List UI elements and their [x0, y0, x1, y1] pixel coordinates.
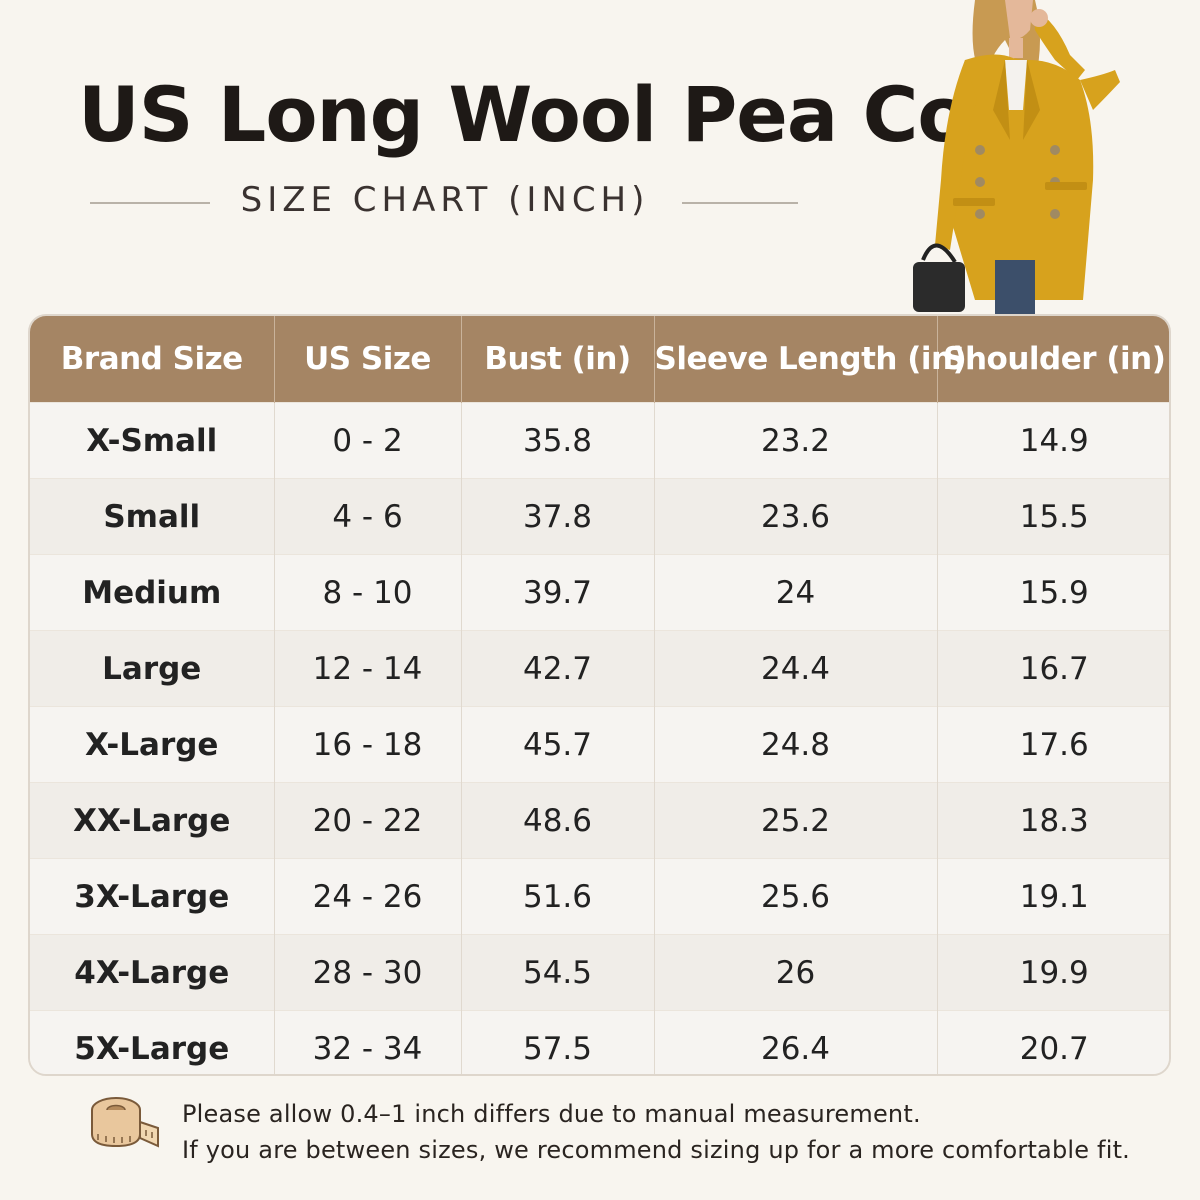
us-size-cell: 4 - 6 [274, 478, 462, 555]
bust-cell: 45.7 [461, 706, 655, 783]
column-header-shoulder: Shoulder (in) [937, 316, 1169, 403]
table-row: X-Small 0 - 2 35.8 23.2 14.9 [30, 402, 1169, 479]
us-size-cell: 32 - 34 [274, 1010, 462, 1074]
bust-cell: 54.5 [461, 934, 655, 1011]
bust-cell: 42.7 [461, 630, 655, 707]
sleeve-length-cell: 24.4 [654, 630, 938, 707]
us-size-cell: 12 - 14 [274, 630, 462, 707]
shoulder-cell: 15.5 [937, 478, 1169, 555]
sleeve-length-cell: 24 [654, 554, 938, 631]
divider-left [90, 202, 210, 204]
bust-cell: 51.6 [461, 858, 655, 935]
table-row: 4X-Large 28 - 30 54.5 26 19.9 [30, 934, 1169, 1011]
shoulder-cell: 15.9 [937, 554, 1169, 631]
page-title: US Long Wool Pea Coat [78, 70, 1055, 159]
shoulder-cell: 14.9 [937, 402, 1169, 479]
table-row: 3X-Large 24 - 26 51.6 25.6 19.1 [30, 858, 1169, 935]
brand-size-cell: 5X-Large [30, 1010, 275, 1074]
brand-size-cell: X-Small [30, 402, 275, 479]
note-line-1: Please allow 0.4–1 inch differs due to m… [182, 1100, 921, 1128]
brand-size-cell: 4X-Large [30, 934, 275, 1011]
shoulder-cell: 19.1 [937, 858, 1169, 935]
sleeve-length-cell: 26 [654, 934, 938, 1011]
table-body: X-Small 0 - 2 35.8 23.2 14.9 Small 4 - 6 37.8 23… [30, 402, 1169, 1074]
bust-cell: 35.8 [461, 402, 655, 479]
table-row: Large 12 - 14 42.7 24.4 16.7 [30, 630, 1169, 707]
measuring-tape-icon [91, 1097, 159, 1148]
sleeve-length-cell: 25.6 [654, 858, 938, 935]
shoulder-cell: 16.7 [937, 630, 1169, 707]
us-size-cell: 0 - 2 [274, 402, 462, 479]
column-header-us-size: US Size [274, 316, 462, 403]
table-row: X-Large 16 - 18 45.7 24.8 17.6 [30, 706, 1169, 783]
brand-size-cell: X-Large [30, 706, 275, 783]
bust-cell: 39.7 [461, 554, 655, 631]
us-size-cell: 28 - 30 [274, 934, 462, 1011]
model-photo [913, 0, 1120, 315]
sleeve-length-cell: 26.4 [654, 1010, 938, 1074]
brand-size-cell: 3X-Large [30, 858, 275, 935]
column-header-brand-size: Brand Size [30, 316, 275, 403]
note-text: Please allow 0.4–1 inch differs due to m… [182, 1096, 1130, 1168]
brand-size-cell: Medium [30, 554, 275, 631]
sleeve-length-cell: 23.2 [654, 402, 938, 479]
sleeve-length-cell: 24.8 [654, 706, 938, 783]
us-size-cell: 8 - 10 [274, 554, 462, 631]
table-header-row: Brand Size US Size Bust (in) Sleeve Leng… [30, 316, 1169, 403]
us-size-cell: 16 - 18 [274, 706, 462, 783]
table-row: Small 4 - 6 37.8 23.6 15.5 [30, 478, 1169, 555]
column-header-sleeve-length: Sleeve Length (in) [654, 316, 967, 403]
bust-cell: 37.8 [461, 478, 655, 555]
sleeve-length-cell: 23.6 [654, 478, 938, 555]
us-size-cell: 20 - 22 [274, 782, 462, 859]
us-size-cell: 24 - 26 [274, 858, 462, 935]
bust-cell: 48.6 [461, 782, 655, 859]
bust-cell: 57.5 [461, 1010, 655, 1074]
table-row: XX-Large 20 - 22 48.6 25.2 18.3 [30, 782, 1169, 859]
subtitle-row: SIZE CHART (INCH) [90, 178, 800, 226]
brand-size-cell: XX-Large [30, 782, 275, 859]
table-row: Medium 8 - 10 39.7 24 15.9 [30, 554, 1169, 631]
shoulder-cell: 20.7 [937, 1010, 1169, 1074]
column-header-bust: Bust (in) [461, 316, 655, 403]
note-line-2: If you are between sizes, we recommend s… [182, 1136, 1131, 1164]
shoulder-cell: 18.3 [937, 782, 1169, 859]
measurement-note: Please allow 0.4–1 inch differs due to m… [88, 1094, 1148, 1174]
table-row: 5X-Large 32 - 34 57.5 26.4 20.7 [30, 1010, 1169, 1074]
size-chart-table: Brand Size US Size Bust (in) Sleeve Leng… [28, 314, 1171, 1076]
brand-size-cell: Large [30, 630, 275, 707]
sleeve-length-cell: 25.2 [654, 782, 938, 859]
divider-right [682, 202, 798, 204]
shoulder-cell: 19.9 [937, 934, 1169, 1011]
brand-size-cell: Small [30, 478, 275, 555]
shoulder-cell: 17.6 [937, 706, 1169, 783]
page-subtitle: SIZE CHART (INCH) [240, 180, 650, 220]
